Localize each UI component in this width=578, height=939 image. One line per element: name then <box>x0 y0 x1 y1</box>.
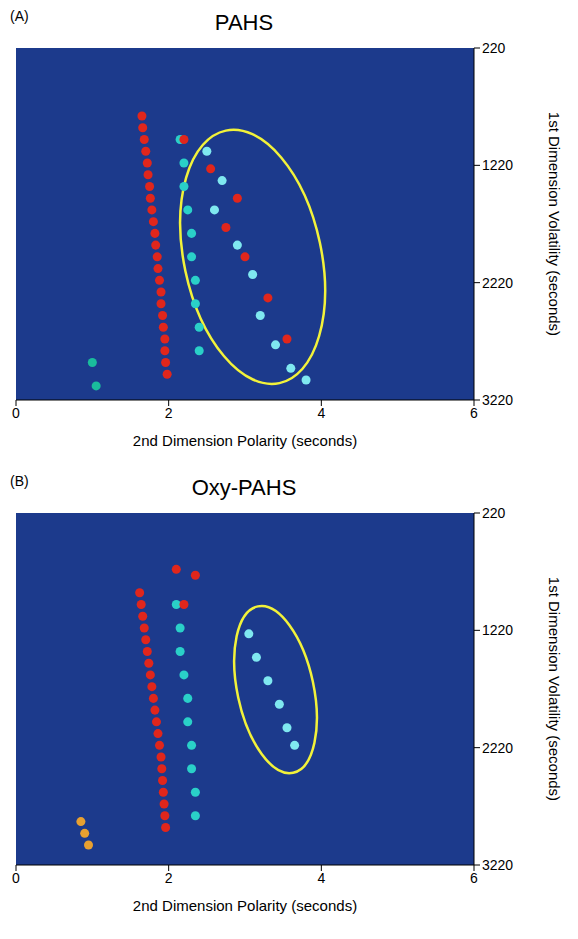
svg-text:2: 2 <box>165 870 173 886</box>
svg-text:3220: 3220 <box>482 857 513 873</box>
svg-text:1220: 1220 <box>482 622 513 638</box>
svg-text:220: 220 <box>482 505 506 521</box>
svg-text:4: 4 <box>317 405 325 421</box>
svg-text:6: 6 <box>470 405 478 421</box>
svg-text:2nd Dimension Polarity (second: 2nd Dimension Polarity (seconds) <box>133 432 357 449</box>
svg-text:2220: 2220 <box>482 740 513 756</box>
svg-text:2220: 2220 <box>482 275 513 291</box>
svg-text:0: 0 <box>12 870 20 886</box>
html-text:Oxy-PAHS: Oxy-PAHS <box>191 475 297 500</box>
html-text:(A): (A) <box>10 8 29 24</box>
svg-text:6: 6 <box>470 870 478 886</box>
svg-text:2: 2 <box>165 405 173 421</box>
svg-text:2nd Dimension Polarity (second: 2nd Dimension Polarity (seconds) <box>133 897 357 914</box>
svg-text:1st Dimension Volatility (seco: 1st Dimension Volatility (seconds) <box>546 577 563 801</box>
svg-text:3220: 3220 <box>482 392 513 408</box>
html-text:(B): (B) <box>10 473 29 489</box>
svg-text:1st Dimension Volatility (seco: 1st Dimension Volatility (seconds) <box>546 112 563 336</box>
svg-text:220: 220 <box>482 40 506 56</box>
html-text:PAHS: PAHS <box>214 10 274 35</box>
svg-text:4: 4 <box>317 870 325 886</box>
svg-text:0: 0 <box>12 405 20 421</box>
svg-text:1220: 1220 <box>482 157 513 173</box>
